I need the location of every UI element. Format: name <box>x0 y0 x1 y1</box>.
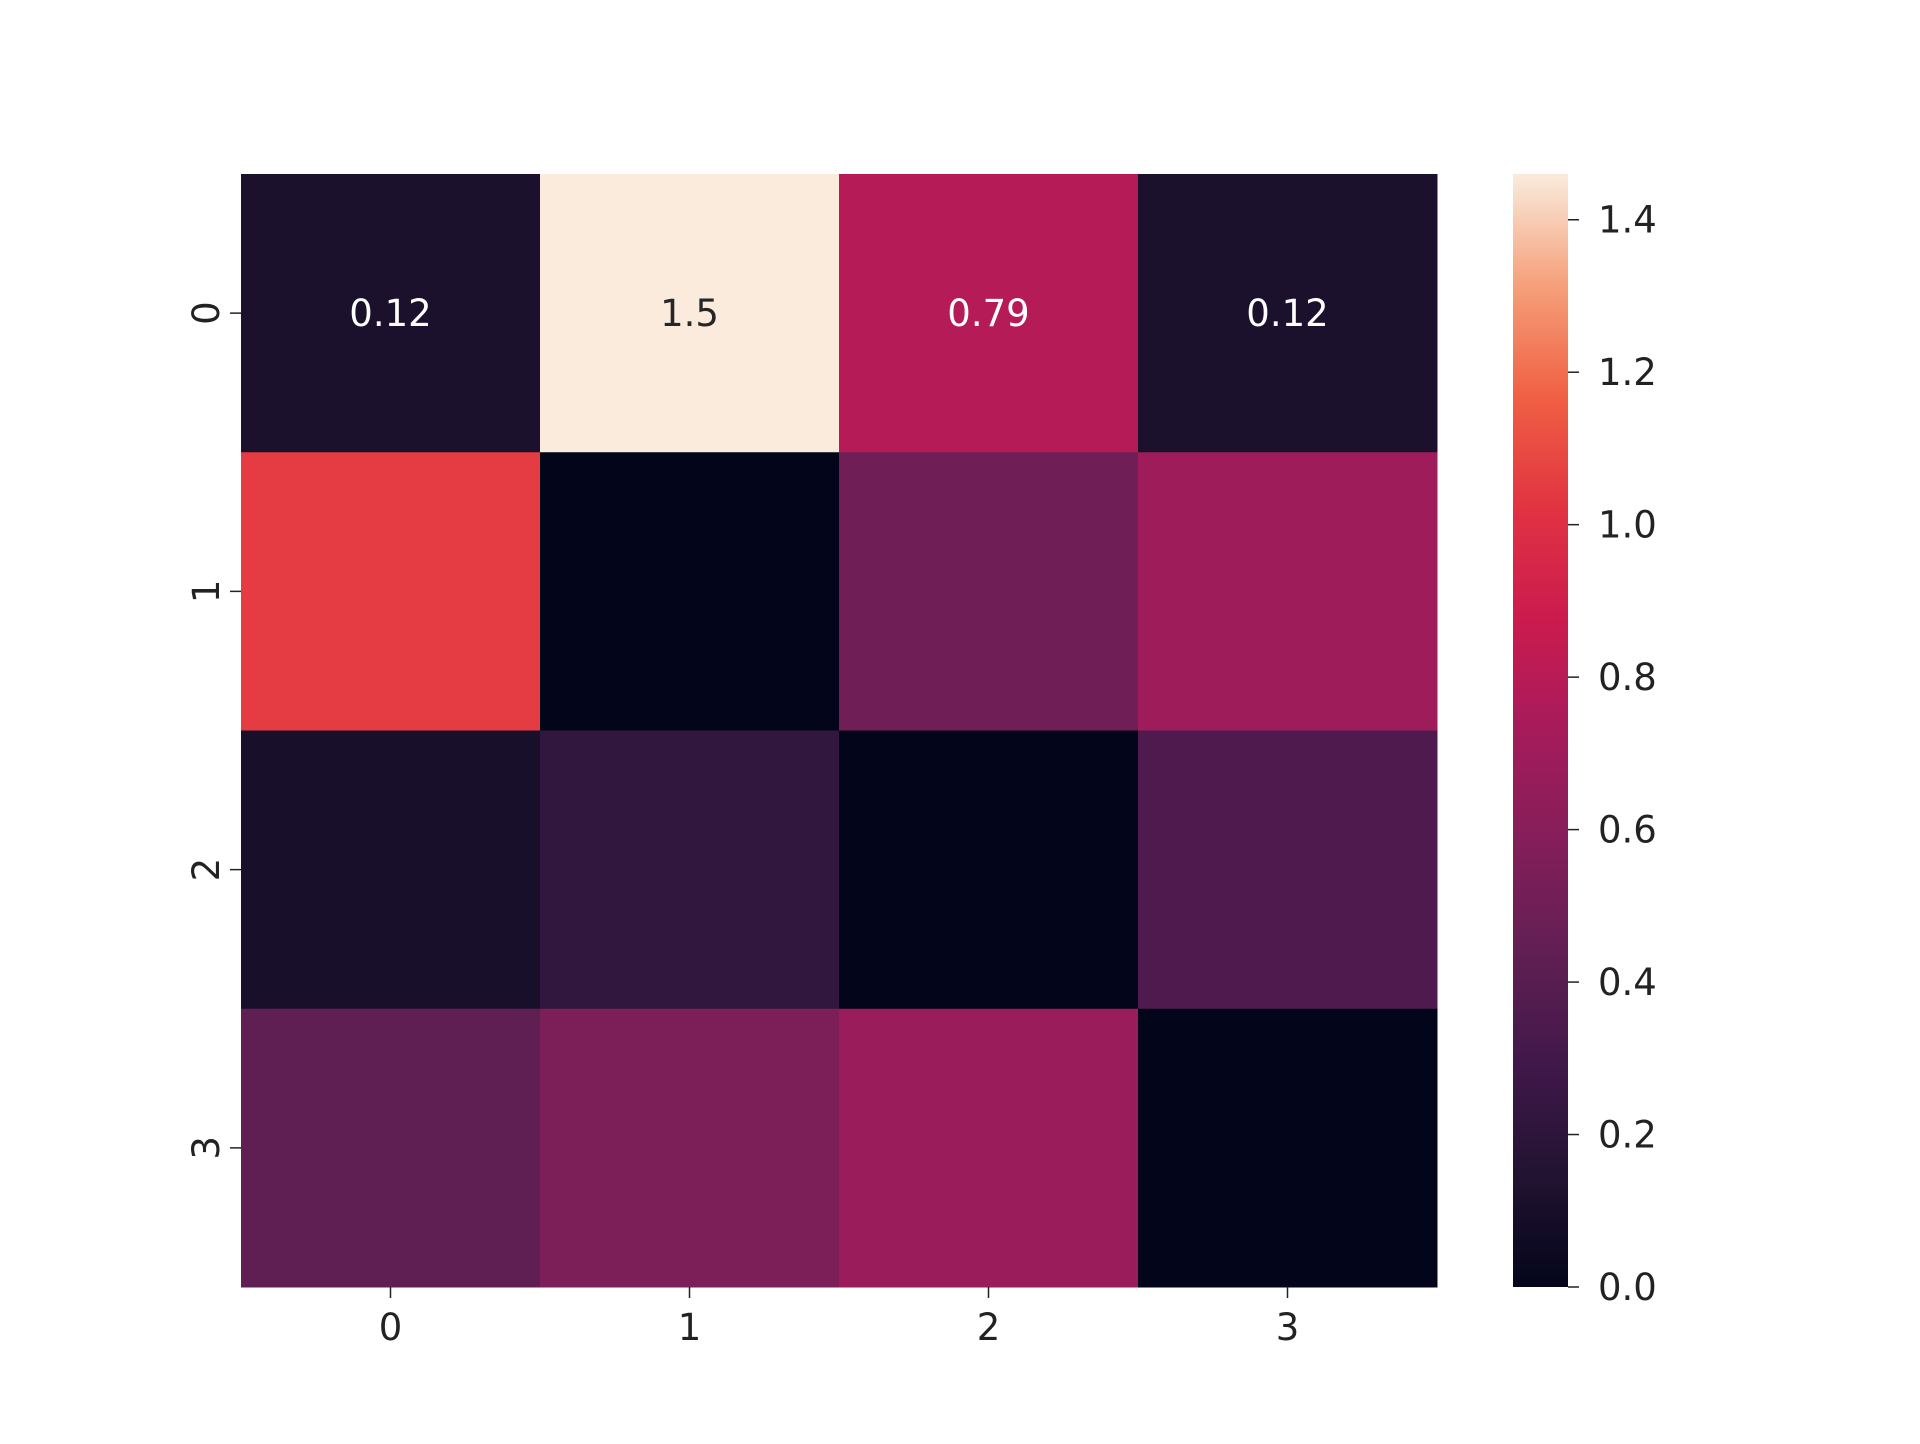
cell-annotation: 0.12 <box>349 292 431 335</box>
heatmap-cell-1-3 <box>1138 452 1438 731</box>
heatmap-cell-3-2 <box>839 1008 1139 1288</box>
colorbar-axis: 0.0 0.2 0.4 0.6 0.8 1.0 1.2 1.4 <box>1568 199 1657 1309</box>
colorbar <box>1513 174 1568 1287</box>
x-tick-label: 3 <box>1276 1306 1300 1349</box>
colorbar-tick-label: 0.8 <box>1598 656 1657 699</box>
heatmap-cell-1-0 <box>241 452 541 731</box>
colorbar-tick-label: 0.4 <box>1598 961 1657 1004</box>
heatmap-cell-1-2 <box>839 452 1139 731</box>
cell-annotation: 0.79 <box>947 292 1029 335</box>
x-tick-label: 1 <box>678 1306 702 1349</box>
y-tick-label: 0 <box>185 301 228 325</box>
y-tick-label: 1 <box>185 580 228 604</box>
heatmap-cell-0-1 <box>540 174 840 453</box>
x-axis: 0 1 2 3 <box>379 1287 1300 1349</box>
heatmap-cells: 0.12 1.5 0.79 0.12 <box>241 174 1438 1288</box>
colorbar-tick-label: 0.2 <box>1598 1114 1657 1157</box>
heatmap-cell-3-1 <box>540 1008 840 1288</box>
colorbar-tick-label: 1.4 <box>1598 199 1657 242</box>
colorbar-tick-label: 0.6 <box>1598 809 1657 852</box>
heatmap-cell-0-3 <box>1138 174 1438 453</box>
heatmap-cell-0-0 <box>241 174 541 453</box>
cell-annotation: 0.12 <box>1246 292 1328 335</box>
heatmap-cell-3-3 <box>1138 1008 1438 1288</box>
heatmap-cell-1-1 <box>540 452 840 731</box>
heatmap-cell-3-0 <box>241 1008 541 1288</box>
colorbar-tick-label: 0.0 <box>1598 1266 1657 1309</box>
x-tick-label: 0 <box>379 1306 403 1349</box>
heatmap-cell-0-2 <box>839 174 1139 453</box>
colorbar-tick-label: 1.0 <box>1598 504 1657 547</box>
y-axis: 0 1 2 3 <box>185 301 241 1160</box>
heatmap-cell-2-0 <box>241 730 541 1010</box>
heatmap-cell-2-3 <box>1138 730 1438 1010</box>
heatmap-cell-2-1 <box>540 730 840 1010</box>
y-tick-label: 3 <box>185 1136 228 1160</box>
cell-annotation: 1.5 <box>660 292 719 335</box>
y-tick-label: 2 <box>185 858 228 882</box>
x-tick-label: 2 <box>977 1306 1001 1349</box>
colorbar-tick-label: 1.2 <box>1598 351 1657 394</box>
heatmap-cell-2-2 <box>839 730 1139 1010</box>
